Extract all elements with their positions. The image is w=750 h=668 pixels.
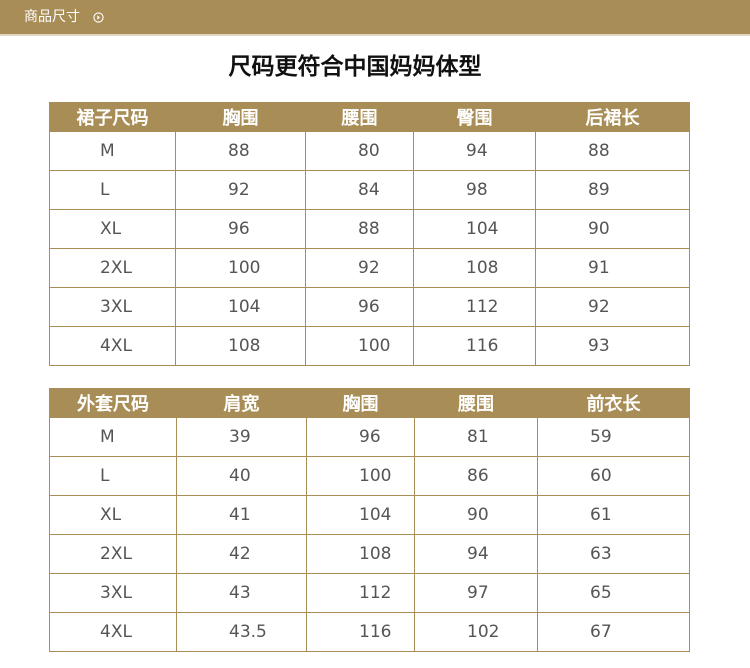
table-cell: 4XL xyxy=(49,326,176,366)
table-cell: 100 xyxy=(306,456,415,496)
table-row: 2XL 42 108 94 63 xyxy=(49,534,690,574)
table-cell: 112 xyxy=(413,287,536,327)
table-cell: 88 xyxy=(305,209,414,249)
table-cell: 3XL xyxy=(49,573,177,613)
table-cell: 59 xyxy=(537,417,690,457)
table-cell: 89 xyxy=(535,170,690,210)
table-cell: 61 xyxy=(537,495,690,535)
table-cell: 104 xyxy=(413,209,536,249)
table-cell: 67 xyxy=(537,612,690,652)
table-cell: 88 xyxy=(535,131,690,171)
table-cell: 98 xyxy=(413,170,536,210)
table-row: L 40 100 86 60 xyxy=(49,456,690,496)
table-cell: 4XL xyxy=(49,612,177,652)
table-row: 3XL 43 112 97 65 xyxy=(49,573,690,613)
table-cell: 84 xyxy=(305,170,414,210)
table-row: 2XL 100 92 108 91 xyxy=(49,248,690,288)
table-cell: 104 xyxy=(306,495,415,535)
section-header-title: 商品尺寸 xyxy=(24,9,80,25)
table-cell: 86 xyxy=(414,456,538,496)
table-cell: 102 xyxy=(414,612,538,652)
table-cell: 90 xyxy=(414,495,538,535)
table-row: 4XL 108 100 116 93 xyxy=(49,326,690,366)
header-cell: 胸围 xyxy=(306,388,415,418)
circle-arrow-right-icon xyxy=(93,12,104,23)
page-title: 尺码更符合中国妈妈体型 xyxy=(228,54,482,80)
table-cell: 91 xyxy=(535,248,690,288)
header-cell: 臀围 xyxy=(413,102,536,132)
table-cell: 43.5 xyxy=(176,612,307,652)
header-cell: 腰围 xyxy=(305,102,414,132)
table-cell: 2XL xyxy=(49,248,176,288)
table-cell: 90 xyxy=(535,209,690,249)
table-cell: 63 xyxy=(537,534,690,574)
table-header-row: 外套尺码 肩宽 胸围 腰围 前衣长 xyxy=(49,388,690,418)
table-cell: 60 xyxy=(537,456,690,496)
table-cell: XL xyxy=(49,209,176,249)
table-cell: 2XL xyxy=(49,534,177,574)
skirt-size-table: 裙子尺码 胸围 腰围 臀围 后裙长 M 88 80 94 88 L 92 84 … xyxy=(49,102,690,366)
table-cell: 42 xyxy=(176,534,307,574)
table-row: XL 96 88 104 90 xyxy=(49,209,690,249)
header-cell: 腰围 xyxy=(414,388,538,418)
table-cell: XL xyxy=(49,495,177,535)
coat-size-table: 外套尺码 肩宽 胸围 腰围 前衣长 M 39 96 81 59 L 40 100… xyxy=(49,388,690,652)
table-cell: 108 xyxy=(175,326,306,366)
table-row: L 92 84 98 89 xyxy=(49,170,690,210)
table-cell: 92 xyxy=(175,170,306,210)
table-cell: 43 xyxy=(176,573,307,613)
table-cell: 100 xyxy=(305,326,414,366)
table-cell: 112 xyxy=(306,573,415,613)
table-row: XL 41 104 90 61 xyxy=(49,495,690,535)
table-cell: 92 xyxy=(535,287,690,327)
header-cell: 胸围 xyxy=(175,102,306,132)
table-cell: 108 xyxy=(413,248,536,288)
table-cell: 94 xyxy=(414,534,538,574)
table-cell: M xyxy=(49,417,177,457)
table-cell: 108 xyxy=(306,534,415,574)
table-cell: 81 xyxy=(414,417,538,457)
table-cell: 116 xyxy=(413,326,536,366)
table-cell: 96 xyxy=(305,287,414,327)
table-cell: 80 xyxy=(305,131,414,171)
header-cell: 外套尺码 xyxy=(49,388,177,418)
table-row: 3XL 104 96 112 92 xyxy=(49,287,690,327)
header-cell: 后裙长 xyxy=(535,102,690,132)
table-cell: 96 xyxy=(175,209,306,249)
table-cell: L xyxy=(49,456,177,496)
table-row: M 88 80 94 88 xyxy=(49,131,690,171)
table-cell: 88 xyxy=(175,131,306,171)
table-cell: M xyxy=(49,131,176,171)
table-cell: 93 xyxy=(535,326,690,366)
table-cell: 39 xyxy=(176,417,307,457)
table-cell: 104 xyxy=(175,287,306,327)
table-row: M 39 96 81 59 xyxy=(49,417,690,457)
table-cell: L xyxy=(49,170,176,210)
table-cell: 100 xyxy=(175,248,306,288)
table-cell: 116 xyxy=(306,612,415,652)
table-cell: 94 xyxy=(413,131,536,171)
header-cell: 肩宽 xyxy=(176,388,307,418)
table-row: 4XL 43.5 116 102 67 xyxy=(49,612,690,652)
table-cell: 41 xyxy=(176,495,307,535)
table-cell: 96 xyxy=(306,417,415,457)
section-header: 商品尺寸 xyxy=(0,0,750,34)
table-cell: 65 xyxy=(537,573,690,613)
table-cell: 97 xyxy=(414,573,538,613)
table-header-row: 裙子尺码 胸围 腰围 臀围 后裙长 xyxy=(49,102,690,132)
table-cell: 3XL xyxy=(49,287,176,327)
header-divider xyxy=(0,34,750,36)
table-cell: 40 xyxy=(176,456,307,496)
header-cell: 前衣长 xyxy=(537,388,690,418)
header-cell: 裙子尺码 xyxy=(49,102,176,132)
table-cell: 92 xyxy=(305,248,414,288)
